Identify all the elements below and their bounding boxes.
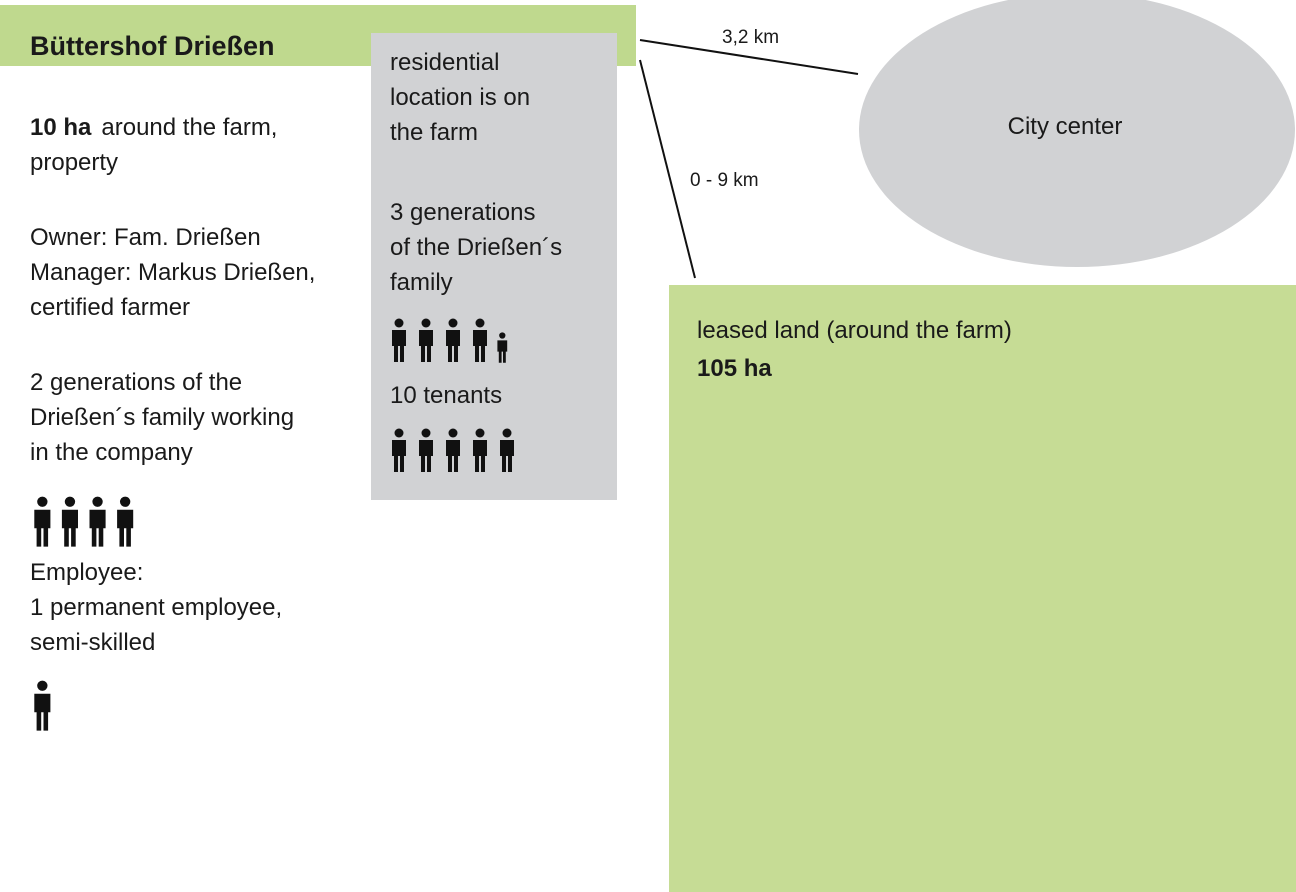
owner-line: Manager: Markus Drießen,: [30, 259, 315, 286]
location-line: the farm: [390, 119, 478, 146]
leased-land: [669, 285, 1296, 892]
family-line: 2 generations of the: [30, 369, 242, 396]
area-line: property: [30, 149, 118, 176]
family-line: Drießen´s family working: [30, 404, 294, 431]
area-amount: 10 ha: [30, 114, 92, 141]
owner-line: Owner: Fam. Drießen: [30, 224, 261, 251]
leased-area: 105 ha: [697, 355, 772, 382]
owner-line: certified farmer: [30, 294, 190, 321]
distance-city: 3,2 km: [722, 27, 779, 48]
leased-label: leased land (around the farm): [697, 317, 1012, 344]
employee-line: Employee:: [30, 559, 143, 586]
generations-line: 3 generations: [390, 199, 535, 226]
title: Büttershof Drießen: [30, 31, 275, 61]
connector: [639, 39, 859, 75]
employee-line: semi-skilled: [30, 629, 155, 656]
generations-line: of the Drießen´s: [390, 234, 562, 261]
family-icons: [34, 496, 134, 547]
employee-icon: [34, 680, 51, 731]
area-text: 10 ha around the farm,: [30, 114, 277, 141]
city-label: City center: [1008, 113, 1123, 140]
connector: [639, 59, 696, 279]
employee-line: 1 permanent employee,: [30, 594, 282, 621]
area-line: around the farm,: [101, 114, 277, 141]
distance-land: 0 - 9 km: [690, 170, 759, 191]
city-ellipse: [859, 0, 1295, 267]
generations-line: family: [390, 269, 453, 296]
family-line: in the company: [30, 439, 193, 466]
tenants: 10 tenants: [390, 382, 502, 409]
location-line: location is on: [390, 84, 530, 111]
location-line: residential: [390, 49, 499, 76]
residence-box: [371, 33, 617, 500]
